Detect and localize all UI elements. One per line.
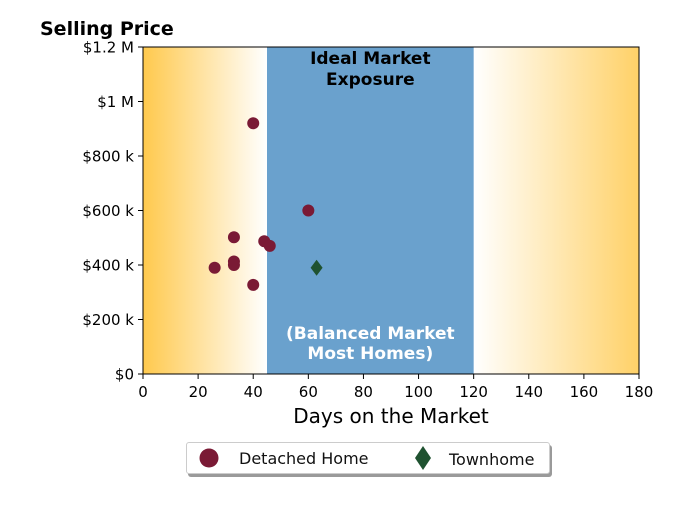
y-axis: $0 $200 k $400 k $600 k $800 k $1 M $1.2 M <box>82 39 143 384</box>
chart-title: Selling Price <box>40 18 174 40</box>
data-point-detached-home <box>227 231 240 244</box>
data-point-detached-home <box>302 204 315 217</box>
y-tick-label: $200 k <box>82 311 134 329</box>
band-bottom-label: Most Homes) <box>307 344 433 364</box>
legend-circle-marker <box>199 448 219 468</box>
x-tick-label: 0 <box>138 383 148 401</box>
y-tick-label: $600 k <box>82 202 134 220</box>
band-bottom-label: (Balanced Market <box>286 324 455 344</box>
x-tick-label: 40 <box>244 383 263 401</box>
y-tick-label: $1.2 M <box>83 39 134 57</box>
band-top-label: Ideal Market <box>310 49 431 69</box>
data-points <box>208 117 323 291</box>
data-point-detached-home <box>247 278 260 291</box>
x-tick-label: 80 <box>354 383 373 401</box>
x-tick-label: 20 <box>189 383 208 401</box>
x-tick-label: 160 <box>570 383 599 401</box>
x-axis-label: Days on the Market <box>293 404 489 428</box>
left-gradient <box>143 47 267 374</box>
x-tick-label: 140 <box>514 383 543 401</box>
data-point-detached-home <box>227 259 240 271</box>
x-tick-label: 100 <box>404 383 433 401</box>
data-point-detached-home <box>263 239 276 252</box>
x-tick-label: 120 <box>459 383 488 401</box>
y-tick-label: $1 M <box>97 93 134 111</box>
legend-diamond-marker <box>415 446 431 470</box>
legend-label: Detached Home <box>239 448 369 468</box>
y-tick-label: $0 <box>115 366 134 384</box>
y-tick-label: $800 k <box>82 148 134 166</box>
band-rect <box>267 47 474 374</box>
data-point-townhome <box>310 259 323 276</box>
data-point-detached-home <box>208 261 221 274</box>
band-top-label: Exposure <box>326 70 415 90</box>
right-gradient <box>473 47 639 374</box>
x-tick-label: 180 <box>625 383 654 401</box>
data-point-detached-home <box>247 117 260 130</box>
legend-label: Townhome <box>449 449 535 469</box>
balanced-market-band <box>267 47 474 374</box>
legend-item-townhome: Townhome <box>413 446 535 471</box>
legend: Detached Home Townhome <box>186 442 550 474</box>
legend-item-detached: Detached Home <box>197 447 369 469</box>
x-axis: 0 20 40 60 80 100 120 140 160 180 <box>138 374 653 401</box>
y-tick-label: $400 k <box>82 257 134 275</box>
x-tick-label: 60 <box>299 383 318 401</box>
